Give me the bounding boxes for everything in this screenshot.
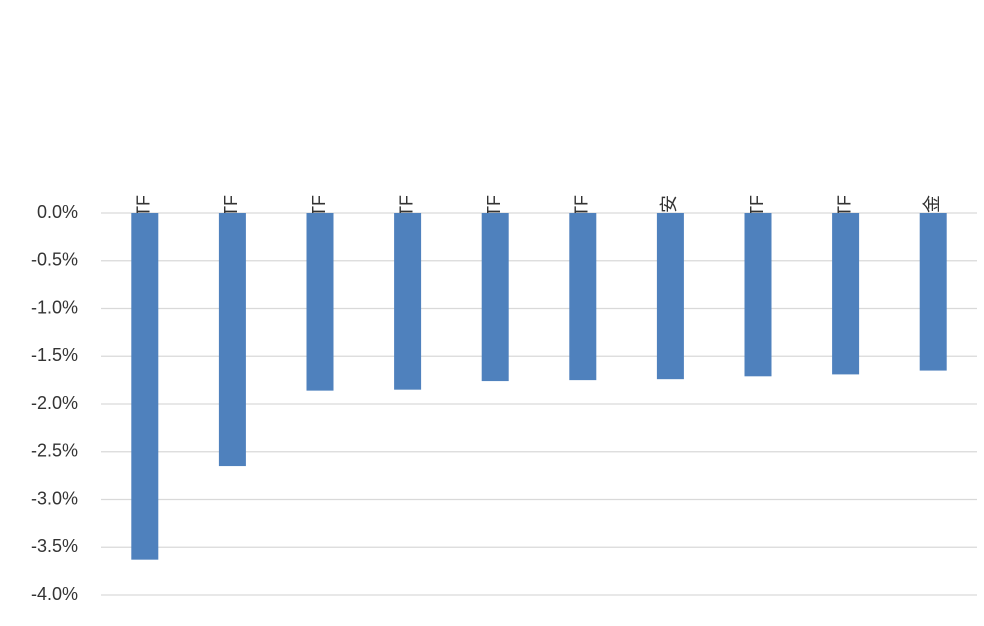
bar	[656, 213, 684, 380]
y-tick-label: 0.0%	[37, 202, 78, 222]
y-tick-label: -1.5%	[31, 345, 78, 365]
bar	[481, 213, 509, 382]
bar	[919, 213, 947, 371]
bar	[832, 213, 860, 375]
bar	[131, 213, 159, 560]
y-tick-label: -2.0%	[31, 393, 78, 413]
y-tick-label: -3.5%	[31, 536, 78, 556]
bar	[218, 213, 246, 467]
bar	[306, 213, 334, 391]
y-tick-label: -1.0%	[31, 297, 78, 317]
y-tick-label: -2.5%	[31, 441, 78, 461]
bar	[394, 213, 422, 390]
y-tick-label: -0.5%	[31, 250, 78, 270]
bar	[569, 213, 597, 381]
y-tick-label: -3.0%	[31, 488, 78, 508]
bar	[744, 213, 772, 377]
y-tick-label: -4.0%	[31, 584, 78, 604]
